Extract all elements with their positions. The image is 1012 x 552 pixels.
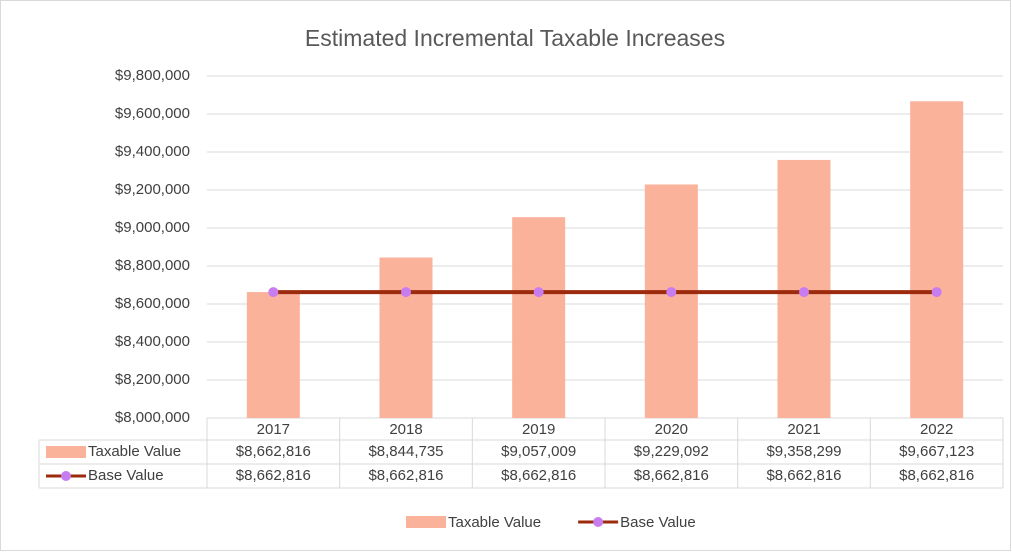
y-tick-label: $8,600,000 bbox=[115, 295, 190, 312]
table-series-name: Base Value bbox=[88, 467, 164, 484]
y-tick-label: $8,400,000 bbox=[115, 333, 190, 350]
legend-key bbox=[61, 471, 71, 481]
marker bbox=[268, 287, 279, 298]
x-tick-label: 2022 bbox=[920, 421, 953, 438]
bar bbox=[246, 292, 300, 418]
bar bbox=[379, 257, 433, 418]
legend-key bbox=[593, 517, 604, 527]
table-series-name: Taxable Value bbox=[88, 443, 181, 460]
x-tick-label: 2017 bbox=[257, 421, 290, 438]
y-tick-label: $8,800,000 bbox=[115, 257, 190, 274]
y-tick-label: $9,800,000 bbox=[115, 67, 190, 84]
bar bbox=[644, 184, 698, 418]
legend-key bbox=[46, 446, 86, 458]
y-tick-label: $9,600,000 bbox=[115, 105, 190, 122]
legend-label: Taxable Value bbox=[448, 514, 541, 531]
marker bbox=[533, 287, 544, 298]
table-cell: $8,844,735 bbox=[368, 443, 443, 460]
table-cell: $8,662,816 bbox=[766, 467, 841, 484]
table-cell: $8,662,816 bbox=[501, 467, 576, 484]
table-cell: $9,358,299 bbox=[766, 443, 841, 460]
legend-key bbox=[406, 516, 446, 528]
marker bbox=[666, 287, 677, 298]
bar bbox=[512, 217, 566, 418]
legend-label: Base Value bbox=[620, 514, 696, 531]
table-cell: $8,662,816 bbox=[634, 467, 709, 484]
x-tick-label: 2019 bbox=[522, 421, 555, 438]
marker bbox=[401, 287, 411, 298]
table-cell: $8,662,816 bbox=[236, 443, 311, 460]
y-tick-label: $9,200,000 bbox=[115, 181, 190, 198]
marker bbox=[931, 287, 942, 298]
table-cell: $9,229,092 bbox=[634, 443, 709, 460]
table-cell: $8,662,816 bbox=[368, 467, 443, 484]
bar bbox=[910, 101, 964, 418]
y-tick-label: $9,400,000 bbox=[115, 143, 190, 160]
y-tick-label: $9,000,000 bbox=[115, 219, 190, 236]
chart-title: Estimated Incremental Taxable Increases bbox=[305, 25, 725, 51]
table-cell: $8,662,816 bbox=[236, 467, 311, 484]
x-tick-label: 2018 bbox=[389, 421, 422, 438]
x-tick-label: 2020 bbox=[655, 421, 688, 438]
table-cell: $9,057,009 bbox=[501, 443, 576, 460]
table-cell: $8,662,816 bbox=[899, 467, 974, 484]
marker bbox=[799, 287, 809, 298]
y-tick-label: $8,200,000 bbox=[115, 371, 190, 388]
table-cell: $9,667,123 bbox=[899, 443, 974, 460]
y-tick-label: $8,000,000 bbox=[115, 409, 190, 426]
x-tick-label: 2021 bbox=[787, 421, 820, 438]
